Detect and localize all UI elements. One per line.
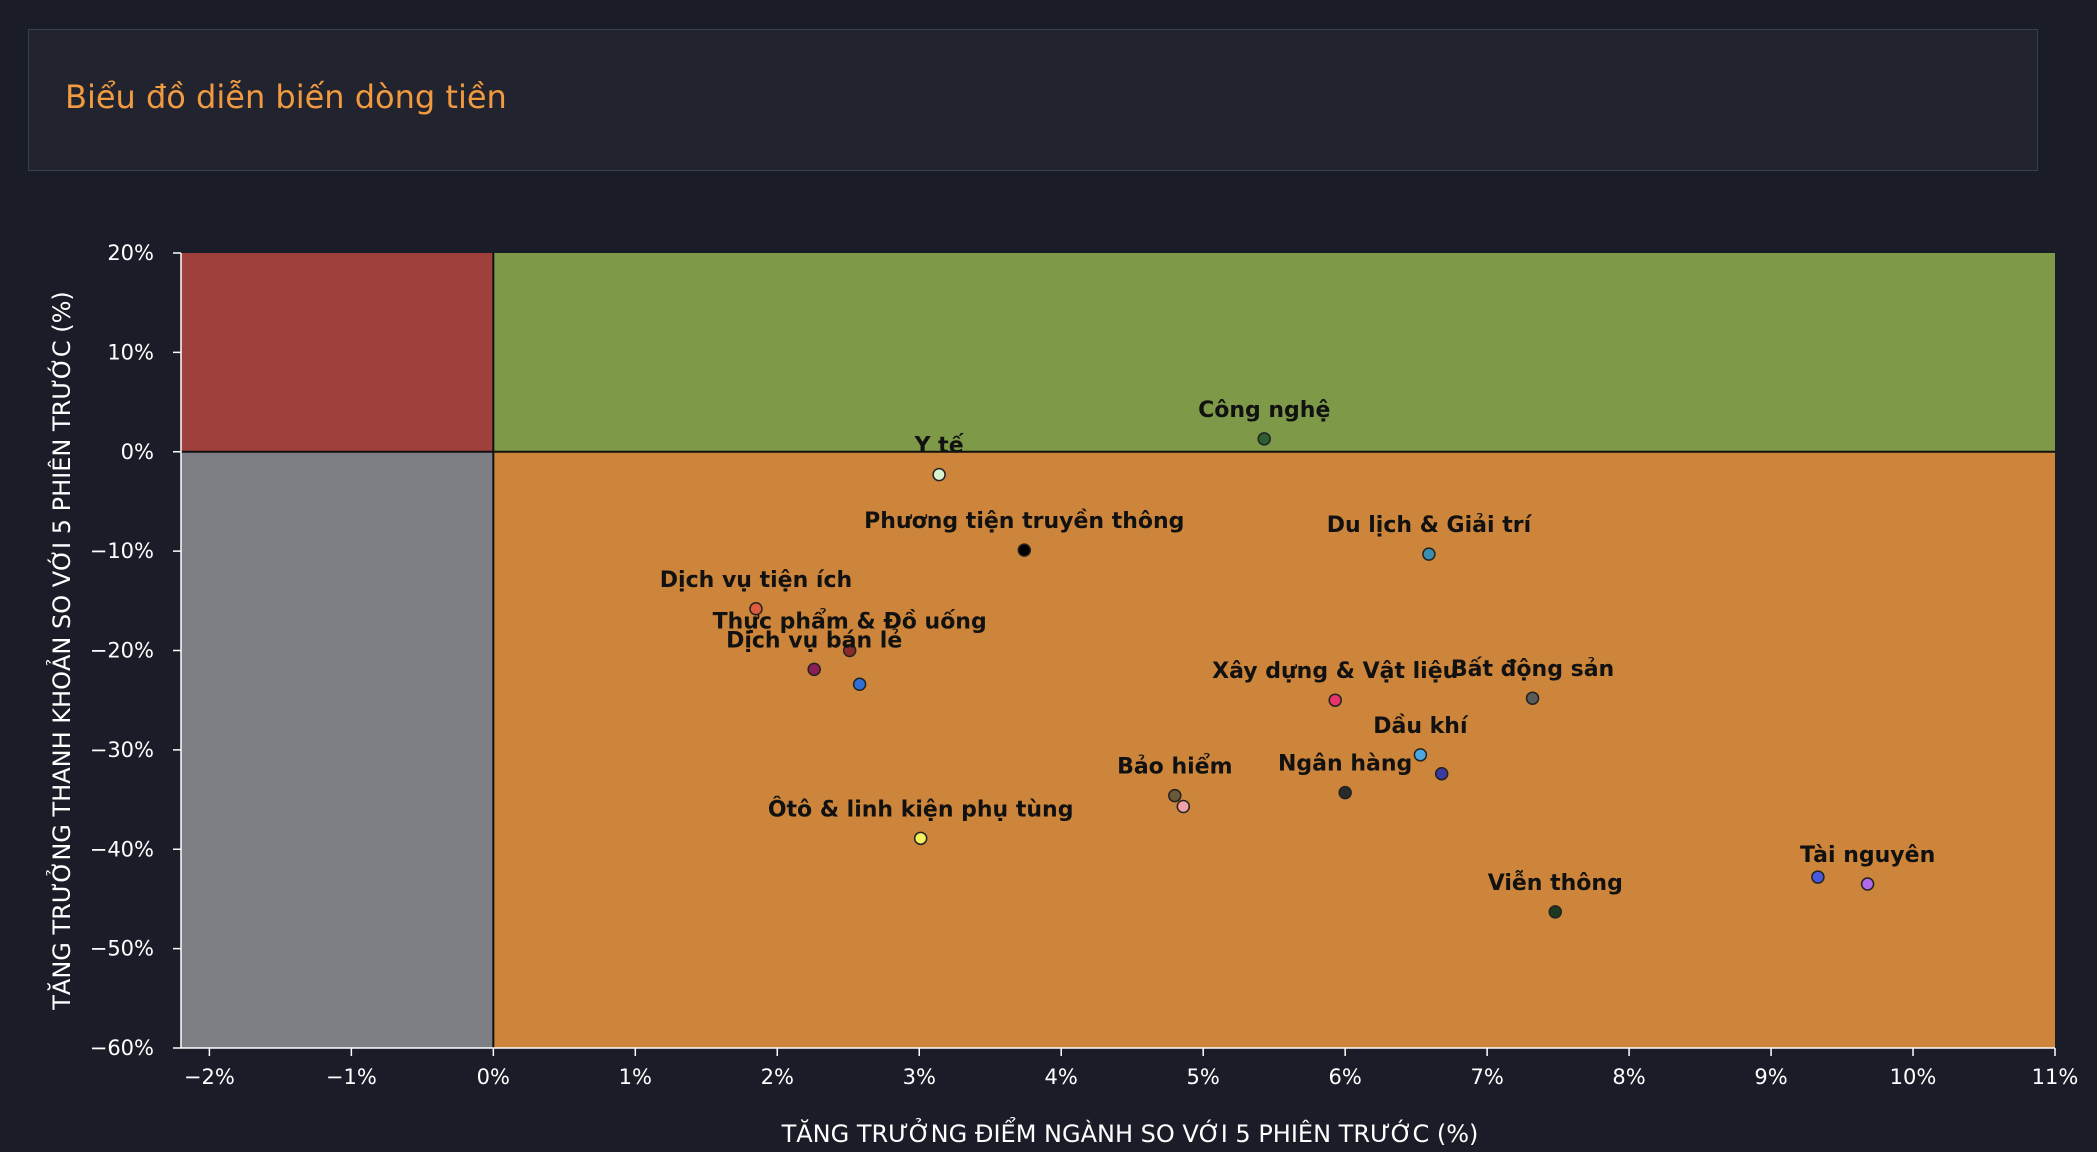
data-point[interactable]: [913, 831, 928, 846]
quadrant-bottom-right: [493, 451, 2055, 1048]
point-label: Dịch vụ tiện ích: [660, 568, 852, 593]
data-point[interactable]: [1525, 691, 1540, 705]
data-point[interactable]: [1811, 870, 1825, 884]
data-point[interactable]: [807, 662, 821, 677]
y-tick-label: 10%: [107, 340, 154, 364]
x-tick-label: 5%: [1187, 1065, 1220, 1089]
quadrant-backgrounds: [181, 253, 2055, 1048]
data-point[interactable]: [1548, 905, 1563, 919]
data-point[interactable]: [1422, 547, 1436, 561]
y-tick-label: −30%: [90, 738, 154, 762]
data-point[interactable]: [1413, 748, 1428, 762]
point-label: Du lịch & Giải trí: [1327, 513, 1533, 538]
y-tick-label: −60%: [90, 1036, 154, 1060]
x-tick-label: 6%: [1328, 1065, 1361, 1089]
y-tick-label: −40%: [90, 837, 154, 861]
point-label: Xây dựng & Vật liệu: [1212, 659, 1458, 684]
point-label: Công nghệ: [1198, 398, 1330, 423]
x-tick-label: 1%: [619, 1065, 652, 1089]
point-label: Thực phẩm & Đồ uống: [713, 609, 987, 635]
data-point[interactable]: [932, 467, 946, 482]
data-point[interactable]: [1328, 693, 1342, 707]
point-label: Ngân hàng: [1278, 752, 1412, 777]
y-tick-label: −10%: [90, 539, 154, 563]
point-label: Y tế: [914, 434, 965, 459]
y-tick-label: −20%: [90, 639, 154, 663]
data-point[interactable]: [842, 643, 857, 658]
x-tick-label: 2%: [761, 1065, 794, 1089]
point-label: Dịch vụ bán lẻ: [726, 628, 902, 653]
data-point[interactable]: [749, 602, 763, 616]
data-point[interactable]: [852, 677, 867, 692]
zero-lines: [181, 253, 2055, 1048]
data-point[interactable]: [1017, 543, 1032, 557]
x-tick-label: 8%: [1612, 1065, 1645, 1089]
y-axis-title: TĂNG TRƯỞNG THANH KHOẢN SO VỚI 5 PHIÊN T…: [45, 291, 76, 1011]
x-tick-label: −2%: [184, 1065, 235, 1089]
y-tick-label: 0%: [121, 440, 154, 464]
axes: −2% −1% 0% 1% 2% 3% 4% 5% 6% 7% 8% 9% 10% 11% 20% 10% 0%…: [90, 241, 2079, 1089]
x-axis-title: TĂNG TRƯỞNG ĐIỂM NGÀNH SO VỚI 5 PHIÊN TR…: [781, 1116, 1479, 1148]
quadrant-top-right: [493, 253, 2055, 452]
y-tick-label: 20%: [107, 241, 154, 265]
point-label: Dầu khí: [1373, 714, 1469, 739]
x-tick-label: 11%: [2032, 1065, 2079, 1089]
chart-header-panel: Biểu đồ diễn biến dòng tiền: [28, 29, 2038, 171]
data-points: [749, 432, 1875, 919]
point-labels: Công nghệ Y tế Phương tiện truyền thông Du …: [660, 398, 1935, 896]
x-tick-label: 7%: [1470, 1065, 1503, 1089]
data-point[interactable]: [1434, 766, 1449, 781]
data-point[interactable]: [1257, 432, 1271, 446]
x-tick-label: −1%: [326, 1065, 377, 1089]
x-tick-label: 3%: [903, 1065, 936, 1089]
point-label: Ôtô & linh kiện phụ tùng: [768, 796, 1074, 822]
x-tick-label: 9%: [1754, 1065, 1787, 1089]
point-label: Viễn thông: [1488, 871, 1623, 896]
point-label: Bảo hiểm: [1117, 754, 1232, 780]
x-tick-label: 4%: [1045, 1065, 1078, 1089]
point-label: Tài nguyên: [1800, 843, 1935, 868]
data-point[interactable]: [1168, 788, 1182, 803]
data-point[interactable]: [1860, 877, 1875, 891]
y-tick-label: −50%: [90, 937, 154, 961]
data-point[interactable]: [1338, 785, 1352, 800]
quadrant-top-left: [181, 253, 494, 452]
data-point[interactable]: [1176, 799, 1191, 814]
quadrant-bottom-left: [181, 451, 494, 1048]
page-title: Biểu đồ diễn biến dòng tiền: [65, 78, 507, 116]
point-label: Phương tiện truyền thông: [864, 509, 1184, 534]
x-tick-label: 0%: [477, 1065, 510, 1089]
point-label: Bất động sản: [1451, 657, 1614, 682]
x-tick-label: 10%: [1890, 1065, 1937, 1089]
